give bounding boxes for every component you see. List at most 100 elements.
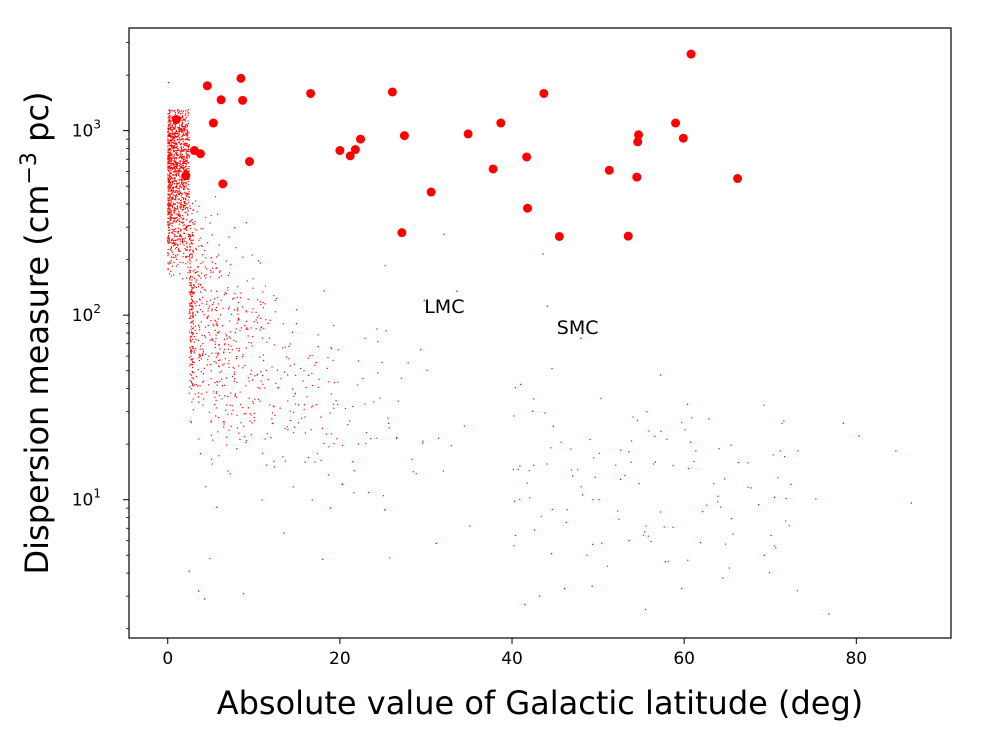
cloud-data-point <box>225 409 227 411</box>
cloud-data-point <box>173 148 175 150</box>
cloud-data-point <box>185 151 188 153</box>
large-data-point <box>539 88 549 98</box>
cloud-data-point <box>187 210 189 212</box>
large-data-point <box>671 118 681 128</box>
cloud-data-point <box>192 311 194 313</box>
cloud-data-point <box>192 270 194 272</box>
cloud-data-point <box>234 293 236 295</box>
cloud-data-point <box>718 448 720 450</box>
cloud-data-point <box>169 121 171 123</box>
cloud-data-point <box>167 268 169 270</box>
cloud-data-point <box>195 347 197 350</box>
cloud-data-point <box>184 160 186 162</box>
cloud-data-point <box>175 255 177 257</box>
cloud-data-point <box>170 132 172 134</box>
cloud-data-point <box>173 218 175 220</box>
cloud-data-point <box>259 329 261 331</box>
cloud-data-point <box>199 283 202 286</box>
cloud-data-point <box>686 403 689 405</box>
cloud-data-point <box>168 145 170 147</box>
cloud-data-point <box>184 120 186 122</box>
cloud-data-point <box>245 222 247 224</box>
cloud-data-point <box>192 398 194 400</box>
cloud-data-point <box>182 116 184 118</box>
cloud-data-point <box>181 162 184 165</box>
cloud-data-point <box>167 184 170 186</box>
cloud-data-point <box>185 162 187 165</box>
cloud-data-point <box>181 240 183 242</box>
cloud-data-point <box>176 207 179 209</box>
cloud-data-point <box>180 143 182 145</box>
y-axis-label-tail: pc) <box>18 92 56 153</box>
cloud-data-point <box>781 422 783 424</box>
cloud-data-point <box>179 215 181 218</box>
y-axis-label: Dispersion measure (cm−3 pc) <box>17 92 56 575</box>
cloud-data-point <box>197 369 199 371</box>
cloud-data-point <box>174 217 176 220</box>
small-data-point <box>383 509 386 511</box>
cloud-data-point <box>570 448 572 450</box>
cloud-data-point <box>176 132 178 135</box>
small-data-point <box>828 613 830 615</box>
cloud-data-point <box>185 211 187 213</box>
cloud-data-point <box>177 202 179 204</box>
cloud-data-point <box>184 247 186 250</box>
cloud-data-point <box>167 169 169 171</box>
cloud-data-point <box>238 350 240 352</box>
cloud-data-point <box>240 422 242 424</box>
cloud-data-point <box>773 545 775 547</box>
cloud-data-point <box>171 147 173 149</box>
cloud-data-point <box>257 260 260 262</box>
cloud-data-point <box>168 183 171 186</box>
cloud-data-point <box>168 165 170 168</box>
cloud-data-point <box>172 133 174 136</box>
cloud-data-point <box>187 225 190 227</box>
cloud-data-point <box>170 156 172 158</box>
cloud-data-point <box>175 221 177 223</box>
cloud-data-point <box>720 506 722 508</box>
cloud-data-point <box>684 429 686 431</box>
cloud-data-point <box>239 330 241 332</box>
cloud-data-point <box>186 195 188 197</box>
cloud-data-point <box>169 181 171 183</box>
small-data-point <box>770 534 772 537</box>
cloud-data-point <box>247 377 249 379</box>
cloud-data-point <box>190 351 192 353</box>
cloud-data-point <box>182 168 184 170</box>
cloud-data-point <box>412 471 414 473</box>
cloud-data-point <box>169 216 171 219</box>
cloud-data-point <box>170 232 172 234</box>
cloud-data-point <box>194 302 196 305</box>
cloud-data-point <box>364 403 366 405</box>
cloud-data-point <box>273 344 275 346</box>
cloud-data-point <box>176 231 178 233</box>
cloud-data-point <box>186 213 189 215</box>
cloud-data-point <box>660 430 662 432</box>
cloud-data-point <box>311 384 314 387</box>
cloud-data-point <box>168 154 170 156</box>
cloud-data-point <box>178 127 180 129</box>
cloud-data-point <box>172 181 174 183</box>
cloud-data-point <box>173 139 175 142</box>
cloud-data-point <box>268 337 271 339</box>
cloud-data-point <box>167 187 169 189</box>
cloud-data-point <box>186 124 189 126</box>
cloud-data-point <box>173 174 175 176</box>
cloud-data-point <box>174 179 176 181</box>
cloud-data-point <box>533 398 535 400</box>
cloud-data-point <box>318 378 320 380</box>
cloud-data-point <box>178 194 180 196</box>
cloud-data-point <box>207 310 209 312</box>
cloud-data-point <box>169 210 171 212</box>
large-data-point <box>345 151 355 161</box>
large-data-point <box>335 146 345 156</box>
cloud-data-point <box>191 401 193 403</box>
cloud-data-point <box>188 196 190 199</box>
cloud-data-point <box>190 260 192 262</box>
cloud-data-point <box>183 182 185 184</box>
cloud-data-point <box>333 382 336 384</box>
cloud-data-point <box>172 137 174 139</box>
cloud-data-point <box>183 127 185 129</box>
cloud-data-point <box>198 359 200 362</box>
cloud-data-point <box>184 162 186 164</box>
